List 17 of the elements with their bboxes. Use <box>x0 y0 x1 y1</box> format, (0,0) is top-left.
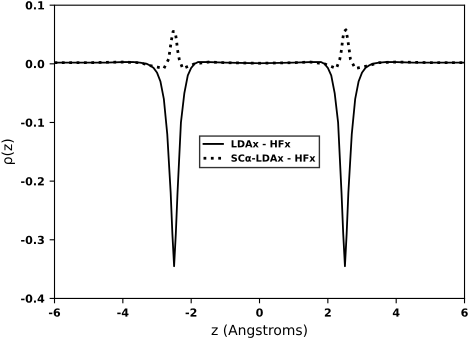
x-tick-label: 2 <box>324 308 331 317</box>
legend-label: LDAx - HFx <box>232 140 291 148</box>
y-tick-label: -0.1 <box>21 118 44 127</box>
y-tick-label: 0.0 <box>26 60 44 68</box>
y-axis-title: ρ(z) <box>2 140 15 164</box>
x-tick-label: -6 <box>48 308 60 317</box>
y-tick-label: 0.1 <box>26 1 44 10</box>
legend-label: SCα-LDAx - HFx <box>231 154 316 162</box>
y-tick-label: -0.2 <box>21 177 44 186</box>
x-tick-label: 0 <box>256 308 263 317</box>
y-tick-label: -0.4 <box>21 294 44 303</box>
x-tick-label: 6 <box>461 308 468 317</box>
x-tick-label: 4 <box>392 308 400 317</box>
y-tick-label: -0.3 <box>21 236 44 244</box>
x-tick-label: -2 <box>186 308 196 317</box>
x-axis-title: z (Angstroms) <box>212 324 307 338</box>
x-tick-label: -4 <box>117 308 129 317</box>
